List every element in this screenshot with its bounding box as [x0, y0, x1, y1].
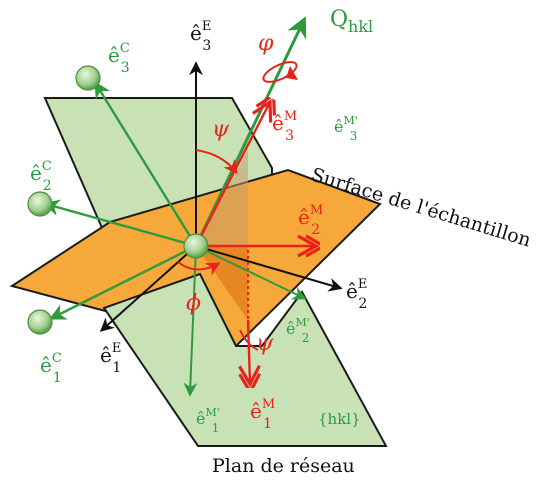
label-e2-E: êE 2 [346, 277, 367, 312]
label-q-hkl: Qhkl [330, 7, 373, 36]
phi-arc [177, 261, 221, 276]
axis-e1-E [99, 245, 197, 332]
axis-e1-Mp [183, 245, 198, 397]
axis-e2-C [42, 199, 197, 248]
psi-arc-bottom [239, 329, 259, 351]
label-e2-M: êM 2 [298, 203, 323, 238]
axis-e2-Mp [195, 245, 307, 300]
label-e2-C: êC 2 [30, 159, 52, 194]
label-phi-rotation: φ [258, 31, 274, 56]
label-e1-C: êC 1 [40, 351, 62, 386]
label-psi-top: ψ [212, 117, 230, 142]
green-sphere-icon [27, 309, 53, 335]
label-psi-bottom: ψ [256, 331, 274, 356]
crystal-center-sphere [183, 233, 209, 259]
rotation-arrow-icon [262, 61, 298, 83]
label-e3-C: êC 3 [108, 41, 130, 76]
axis-e1-C [48, 244, 197, 320]
axis-e3-C [94, 81, 198, 247]
label-e1-Mp: êM' 1 [196, 406, 220, 435]
axis-e2-E [195, 245, 343, 292]
label-hkl-plane: {hkl} [318, 410, 361, 428]
green-sphere-icon [27, 191, 53, 217]
label-e2-Mp: êM' 2 [286, 316, 310, 345]
label-e3-Mp: êM' 3 [334, 114, 358, 143]
green-sphere-icon [75, 65, 101, 91]
lattice-plane-lower [102, 272, 388, 447]
label-e3-E: êE 3 [190, 19, 211, 54]
label-phi-surface: ϕ [186, 291, 201, 316]
axis-q-hkl [194, 16, 307, 247]
label-lattice-plane: Plan de réseau [212, 455, 355, 477]
label-e1-M: êM 1 [250, 397, 275, 432]
psi-arc-top [195, 149, 238, 175]
label-e3-M: êM 3 [272, 109, 297, 144]
label-e1-E: êE 1 [100, 341, 121, 376]
axis-e1-M [248, 319, 250, 384]
